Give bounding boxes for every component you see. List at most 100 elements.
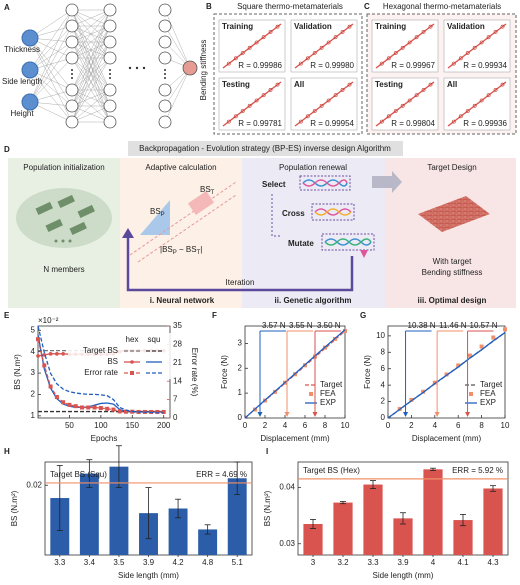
edge xyxy=(71,9,111,27)
ellipsis-dot xyxy=(71,73,73,75)
marker xyxy=(48,352,53,356)
neuron xyxy=(65,19,79,33)
x-tick-label: 4.8 xyxy=(202,558,214,567)
sample-point xyxy=(407,98,412,103)
x-tick-label: 5.1 xyxy=(232,558,244,567)
marker xyxy=(105,406,110,411)
y-tick-label: 3 xyxy=(238,339,243,348)
x-tick-label: 2 xyxy=(263,421,268,430)
ellipsis-dot xyxy=(164,77,166,79)
flow-arrow xyxy=(372,171,402,193)
output-label: Bending stiffness xyxy=(199,40,208,101)
sample-point xyxy=(226,119,231,124)
ellipsis-dot xyxy=(109,69,111,71)
marker xyxy=(80,405,84,410)
fit-line xyxy=(294,23,354,69)
neuron xyxy=(65,99,79,113)
input-label: Height xyxy=(10,109,34,118)
marker xyxy=(86,405,91,410)
target-structure xyxy=(418,196,490,232)
sample-point xyxy=(233,114,238,119)
sample-point xyxy=(268,88,273,92)
sample-point xyxy=(326,98,331,103)
sample-point xyxy=(275,24,280,29)
x-tick-label: 8 xyxy=(323,421,328,430)
panel-letter: E xyxy=(4,311,10,320)
y-tick-label: 0 xyxy=(381,413,386,422)
sample-point xyxy=(486,93,491,98)
x-tick-label: 4.2 xyxy=(173,558,185,567)
axes-frame xyxy=(387,325,506,419)
diff-part: P xyxy=(173,250,177,256)
fit-line xyxy=(222,23,282,69)
bar xyxy=(79,473,99,555)
series-line xyxy=(37,338,164,413)
x-tick-label: 4 xyxy=(431,558,436,567)
marker xyxy=(155,409,160,414)
sample-point xyxy=(333,35,338,40)
marker xyxy=(36,354,40,358)
x-axis-label: Displacement (mm) xyxy=(260,434,330,443)
step-label: Select xyxy=(262,180,286,189)
sample-point xyxy=(312,51,317,55)
sample-point xyxy=(386,56,391,61)
y-tick-label: 4 xyxy=(381,380,386,389)
edge xyxy=(29,9,73,103)
legend-marker xyxy=(130,371,134,375)
x-tick-label: 3.2 xyxy=(337,558,349,567)
x-axis-label: Side length (mm) xyxy=(373,571,434,580)
neuron xyxy=(103,3,117,17)
neuron xyxy=(65,51,79,65)
edge xyxy=(29,57,73,103)
axes-frame xyxy=(244,325,346,419)
neuron xyxy=(158,83,172,97)
panel-letter: G xyxy=(360,311,366,320)
iteration-arrowhead xyxy=(122,228,134,238)
fit-line xyxy=(447,81,507,127)
bar xyxy=(423,469,443,555)
sample-point xyxy=(465,51,470,55)
edge xyxy=(29,41,73,103)
marker xyxy=(161,409,166,414)
diff-part: T xyxy=(197,250,201,256)
ellipsis-dot xyxy=(71,77,73,79)
neuron xyxy=(103,99,117,113)
neuron xyxy=(65,35,79,49)
bar xyxy=(168,508,188,555)
dna-graphic xyxy=(271,175,375,258)
bar xyxy=(333,502,353,555)
stage-label: i. Neural network xyxy=(150,296,215,305)
step-label: Cross xyxy=(282,209,305,218)
y-tick-label: 0.02 xyxy=(26,480,42,489)
marker xyxy=(54,394,59,399)
annotation-arrowhead xyxy=(403,412,409,417)
y2-tick-label: 14 xyxy=(173,376,182,385)
annotation-label: 10.38 N xyxy=(408,321,436,330)
bar xyxy=(453,520,473,555)
subplot-r: R = 0.99967 xyxy=(391,61,435,70)
marker xyxy=(55,352,59,356)
output-neuron xyxy=(182,60,198,76)
fit-line xyxy=(447,23,507,69)
sample-point xyxy=(233,56,238,61)
annotation-label: 10.57 N xyxy=(470,321,498,330)
marker xyxy=(36,337,40,342)
marker xyxy=(343,328,347,333)
marker xyxy=(503,327,507,332)
neuron xyxy=(103,19,117,33)
step-label: Mutate xyxy=(288,239,314,248)
neuron xyxy=(158,35,172,49)
sample-point xyxy=(493,88,498,92)
subplot-r: R = 0.99781 xyxy=(238,119,282,128)
bs-text: BS xyxy=(150,207,161,216)
x-tick-label: 0 xyxy=(386,421,391,430)
edge xyxy=(71,9,111,91)
legend-marker xyxy=(130,360,134,364)
panel-title: Square thermo-metamaterials xyxy=(237,2,343,11)
subplot-name: Validation xyxy=(447,22,485,31)
legend-label: FEA xyxy=(480,389,496,398)
x-tick-label: 200 xyxy=(157,421,171,430)
sample-point xyxy=(379,119,384,124)
sample-point xyxy=(333,93,338,98)
x-tick-label: 50 xyxy=(65,421,74,430)
